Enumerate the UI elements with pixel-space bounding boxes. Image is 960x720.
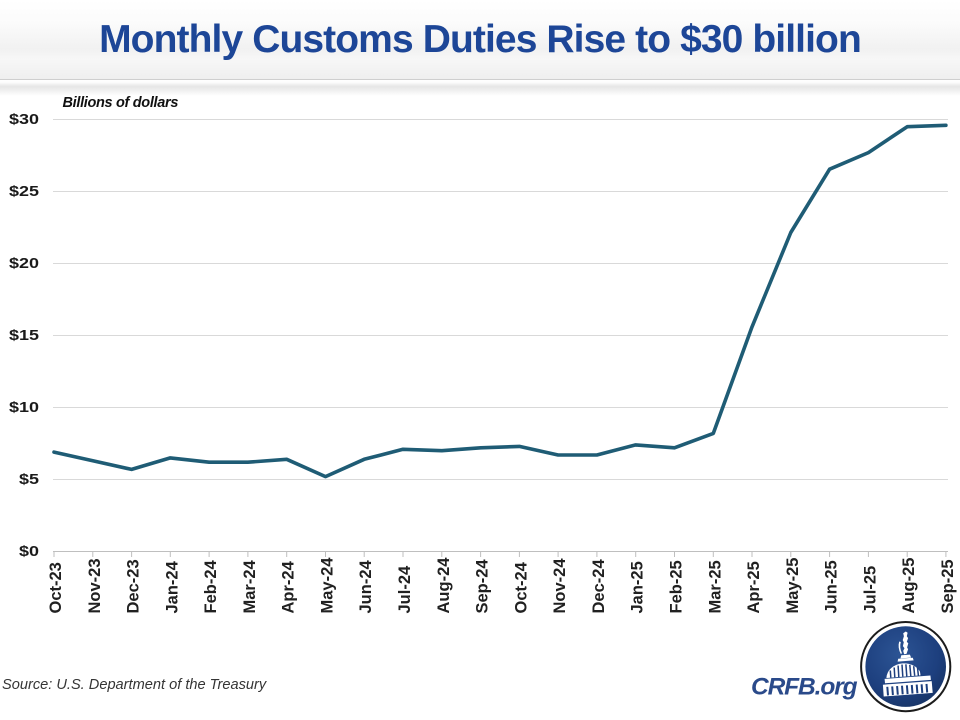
svg-text:Billions of dollars: Billions of dollars bbox=[63, 95, 179, 111]
svg-text:Aug-25: Aug-25 bbox=[900, 558, 918, 614]
svg-text:$30: $30 bbox=[9, 112, 39, 128]
svg-text:Sep-24: Sep-24 bbox=[474, 559, 492, 614]
svg-text:Jan-24: Jan-24 bbox=[163, 560, 181, 613]
svg-text:$15: $15 bbox=[9, 328, 39, 344]
svg-text:Source: U.S. Department of the: Source: U.S. Department of the Treasury bbox=[2, 677, 268, 693]
svg-text:CRFB.org: CRFB.org bbox=[751, 674, 858, 701]
svg-text:Jun-25: Jun-25 bbox=[823, 560, 841, 613]
svg-text:$10: $10 bbox=[9, 400, 39, 416]
svg-text:Sep-25: Sep-25 bbox=[939, 559, 957, 613]
svg-text:Jun-24: Jun-24 bbox=[357, 559, 375, 613]
svg-text:Feb-25: Feb-25 bbox=[668, 560, 686, 613]
svg-text:Jul-24: Jul-24 bbox=[396, 565, 414, 614]
svg-text:May-24: May-24 bbox=[319, 557, 337, 614]
svg-text:$0: $0 bbox=[19, 544, 39, 560]
svg-text:Jan-25: Jan-25 bbox=[629, 561, 647, 613]
svg-text:Mar-25: Mar-25 bbox=[706, 560, 724, 613]
svg-text:Dec-24: Dec-24 bbox=[590, 559, 608, 614]
svg-text:Apr-24: Apr-24 bbox=[280, 560, 298, 613]
svg-text:Aug-24: Aug-24 bbox=[435, 557, 453, 614]
svg-text:Oct-24: Oct-24 bbox=[512, 561, 530, 613]
svg-text:Nov-24: Nov-24 bbox=[551, 558, 569, 614]
svg-text:May-25: May-25 bbox=[784, 558, 802, 614]
svg-text:Feb-24: Feb-24 bbox=[202, 559, 220, 613]
svg-text:Nov-23: Nov-23 bbox=[86, 558, 104, 613]
svg-text:Oct-23: Oct-23 bbox=[47, 562, 65, 613]
svg-text:Jul-25: Jul-25 bbox=[861, 566, 879, 614]
svg-text:Apr-25: Apr-25 bbox=[745, 561, 763, 613]
svg-text:Dec-23: Dec-23 bbox=[125, 559, 143, 613]
svg-text:Mar-24: Mar-24 bbox=[241, 559, 259, 613]
svg-text:$20: $20 bbox=[9, 256, 39, 272]
svg-text:$25: $25 bbox=[9, 184, 39, 200]
svg-text:$5: $5 bbox=[19, 472, 39, 488]
